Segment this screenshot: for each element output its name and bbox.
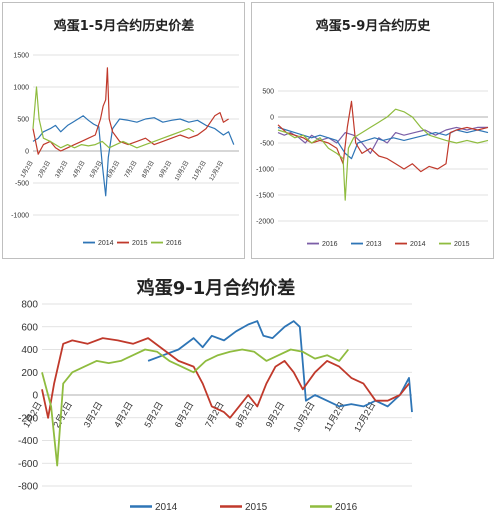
legend-label: 2014 [155,502,178,513]
y-tick-label: -800 [18,482,38,493]
legend-label: 2015 [245,502,268,513]
y-tick-label: -1500 [256,192,274,199]
legend: 2016 2013 2014 2015 [307,241,470,248]
y-tick-label: -400 [18,436,38,447]
legend: 2014 2015 2016 [130,502,358,513]
series-line-2014 [147,320,413,413]
axes: 500 0 -500 -1000 -1500 -2000 [256,88,488,225]
y-tick-label: 400 [21,345,38,356]
y-tick-label: -500 [15,180,29,187]
legend-label: 2015 [132,240,148,247]
y-tick-label: 1500 [13,52,29,59]
chart-panel-9-1: 鸡蛋9-1月合约价差 800 600 400 200 0 -200 -400 -600 -800… [0,264,420,518]
chart-title: 鸡蛋1-5月合约历史价差 [53,18,195,34]
series-line-2015 [32,67,229,155]
series-line-2016 [32,86,195,149]
y-tick-label: 1000 [13,84,29,91]
chart-panel-5-9: 鸡蛋5-9月合约历史 500 0 -500 -1000 -1500 -2000 2016 2… [251,2,494,259]
x-tick-label: 3月2日 [82,400,105,429]
legend-label: 2014 [410,241,426,248]
series-line-2014 [277,100,489,173]
x-tick-label: 8月2日 [233,400,256,429]
x-tick-label: 2月2日 [37,160,52,180]
legend: 2014 2015 2016 [83,240,182,247]
series-line-2016 [277,126,488,154]
x-tick-label: 10月2日 [173,160,190,183]
legend-label: 2014 [98,240,114,247]
x-tick-label: 11月2日 [191,160,208,182]
chart-svg-9-1: 鸡蛋9-1月合约价差 800 600 400 200 0 -200 -400 -600 -800… [18,277,413,513]
y-tick-label: 800 [21,300,38,311]
y-tick-label: -500 [260,140,274,147]
x-tick-label: 6月2日 [173,400,196,429]
y-tick-label: -1000 [11,212,29,219]
series-line-2014 [32,115,235,197]
series-line-2016 [41,348,350,467]
chart-title: 鸡蛋9-1月合约价差 [136,277,296,299]
series-line-2015 [41,337,410,419]
x-tick-label: 4月2日 [71,160,86,180]
series-lines [41,320,413,467]
x-tick-label: 8月2日 [141,160,156,180]
x-tick-label: 3月2日 [54,160,69,180]
x-tick-label: 4月2日 [112,400,135,429]
legend-label: 2013 [366,241,382,248]
x-tick-label: 1月2日 [19,160,34,180]
legend-label: 2016 [335,502,358,513]
y-tick-label: 500 [17,116,29,123]
y-tick-label: -1000 [256,166,274,173]
y-tick-label: -600 [18,459,38,470]
series-line-2015 [277,108,489,201]
gridlines [33,54,239,216]
x-tick-label: 2月2日 [51,400,74,429]
legend-label: 2016 [166,240,182,247]
y-tick-label: -2000 [256,218,274,225]
series-lines [277,100,489,201]
chart-svg-1-5: 鸡蛋1-5月合约历史价差 1500 1000 500 0 -500 -1000 1月2日 2月… [11,18,239,247]
x-tick-label: 10月2日 [292,400,317,434]
y-tick-label: 0 [270,114,274,121]
x-tick-label: 9月2日 [158,160,173,180]
y-tick-label: 600 [21,322,38,333]
y-tick-label: 0 [32,391,38,402]
series-line-2013 [277,126,489,160]
y-tick-label: 500 [262,88,274,95]
chart-title: 鸡蛋5-9月合约历史 [315,18,431,34]
y-tick-label: -200 [18,413,38,424]
x-tick-label: 7月2日 [203,400,226,429]
gridlines [278,90,488,222]
legend-label: 2015 [454,241,470,248]
x-tick-label: 9月2日 [264,400,287,429]
x-tick-label: 12月2日 [208,160,225,183]
series-lines [32,67,235,197]
x-tick-label: 7月2日 [123,160,138,180]
x-tick-label: 5月2日 [142,400,165,429]
y-tick-label: 200 [21,368,38,379]
legend-label: 2016 [322,241,338,248]
chart-panel-1-5: 鸡蛋1-5月合约历史价差 1500 1000 500 0 -500 -1000 1月2日 2月… [2,2,245,259]
y-tick-label: 0 [25,148,29,155]
